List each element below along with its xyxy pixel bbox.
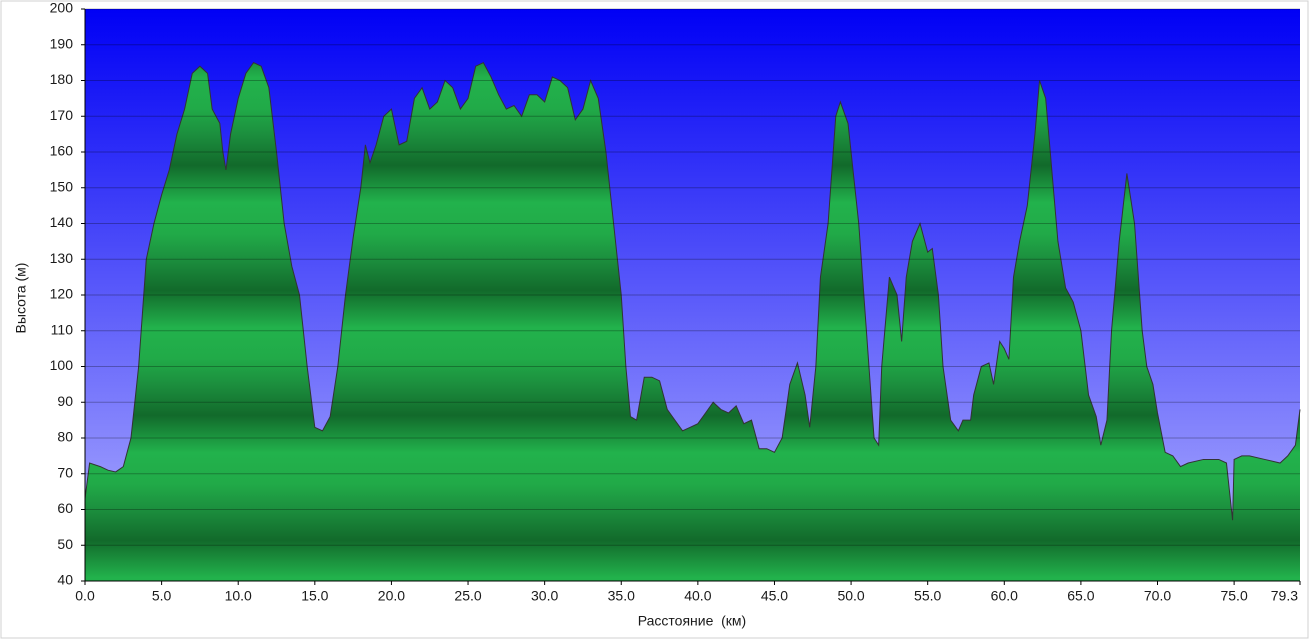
x-tick-label: 30.0 [531,588,558,604]
x-tick-label: 40.0 [684,588,711,604]
y-tick-label: 160 [50,143,74,159]
elevation-line [84,61,1301,521]
x-tick-label: 20.0 [378,588,405,604]
y-axis-title: Высота (м) [13,263,29,334]
y-tick-label: 180 [50,71,74,87]
x-tick-label: 45.0 [761,588,788,604]
x-tick-label: 50.0 [837,588,864,604]
y-tick-label: 130 [50,250,74,266]
y-tick-label: 110 [51,321,74,337]
x-tick-label: 79.3 [1271,588,1298,604]
x-tick-label: 15.0 [301,588,328,604]
x-axis-title: Расстояние (км) [638,613,746,629]
y-tick-label: 190 [50,35,74,51]
y-tick-label: 40 [57,572,73,588]
y-tick-label: 70 [57,464,73,480]
x-tick-label: 10.0 [225,588,252,604]
y-tick-label: 100 [50,357,74,373]
y-tick-label: 140 [50,214,74,230]
elevation-area [85,62,1300,581]
x-tick-label: 75.0 [1220,588,1247,604]
x-tick-label: 0.0 [75,588,95,604]
y-tick-label: 90 [57,393,73,409]
x-tick-label: 55.0 [914,588,941,604]
y-tick-label: 150 [50,178,74,194]
x-tick-label: 35.0 [608,588,635,604]
x-tick-label: 25.0 [454,588,481,604]
y-tick-label: 200 [50,0,74,16]
x-tick-label: 5.0 [152,588,172,604]
y-tick-label: 60 [57,500,73,516]
x-tick-label: 65.0 [1067,588,1094,604]
y-tick-label: 170 [50,107,74,123]
y-tick-label: 120 [50,286,74,302]
y-tick-label: 50 [57,536,73,552]
x-tick-label: 70.0 [1144,588,1171,604]
x-tick-label: 60.0 [991,588,1018,604]
y-tick-label: 80 [57,429,73,445]
